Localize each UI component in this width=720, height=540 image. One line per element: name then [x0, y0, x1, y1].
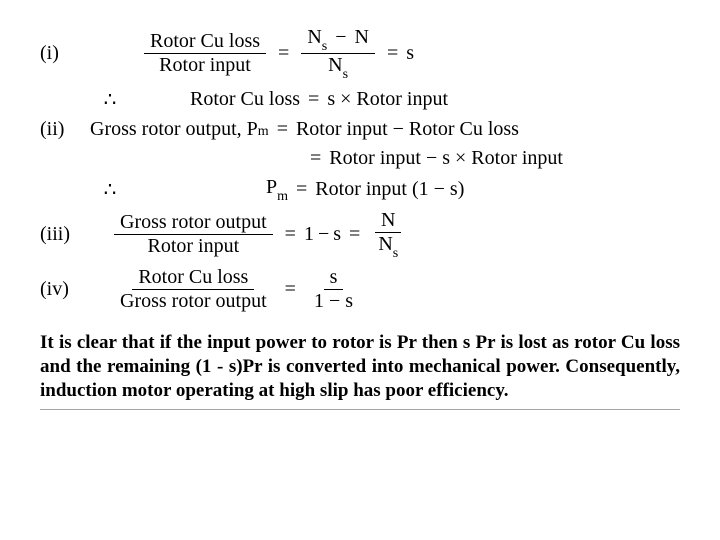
Pm: Pm: [266, 176, 288, 203]
eq-ii-line3: ∴ Pm = Rotor input (1 − s): [40, 176, 680, 203]
Ns: Ns: [307, 26, 327, 48]
den: Ns: [322, 54, 354, 81]
s: s: [406, 42, 414, 65]
explanation-paragraph: It is clear that if the input power to r…: [40, 331, 680, 402]
eq-ii-result: Pm = Rotor input (1 − s): [266, 176, 464, 203]
eq-ii-cont: = Rotor input − s × Rotor input: [302, 147, 563, 170]
label-iii: (iii): [40, 223, 90, 246]
therefore-symbol: ∴: [90, 177, 130, 202]
frac-gross-over-input: Gross rotor output Rotor input: [114, 211, 273, 258]
eq-iv: (iv) Rotor Cu loss Gross rotor output = …: [40, 266, 680, 313]
equals: =: [278, 42, 289, 65]
frac-nsmn-over-ns: Ns − N Ns: [301, 26, 375, 81]
eq-i-line2: ∴ Rotor Cu loss = s × Rotor input: [40, 87, 680, 112]
eq-iii-body: Gross rotor output Rotor input = 1 − s =…: [110, 209, 408, 260]
eq-iii: (iii) Gross rotor output Rotor input = 1…: [40, 209, 680, 260]
label-i: (i): [40, 42, 90, 65]
frac-n-over-ns: N Ns: [372, 209, 404, 260]
N: N: [355, 26, 369, 48]
den: Rotor input: [153, 54, 257, 77]
eq-i-body: Rotor Cu loss Rotor input = Ns − N Ns = …: [140, 26, 414, 81]
frac-s-over-1ms: s 1 − s: [308, 266, 359, 313]
therefore-symbol: ∴: [90, 87, 130, 112]
eq-i-line1: (i) Rotor Cu loss Rotor input = Ns − N N…: [40, 26, 680, 81]
num: Rotor Cu loss: [144, 30, 266, 54]
label-iv: (iv): [40, 278, 90, 301]
equations-page: (i) Rotor Cu loss Rotor input = Ns − N N…: [0, 0, 720, 430]
eq-i-result: Rotor Cu loss = s × Rotor input: [190, 88, 448, 111]
equals: =: [387, 42, 398, 65]
label-ii: (ii): [40, 118, 90, 141]
bottom-rule: [40, 409, 680, 410]
frac-cu-over-gross: Rotor Cu loss Gross rotor output: [114, 266, 273, 313]
eq-ii-line1: (ii) Gross rotor output, Pm = Rotor inpu…: [40, 118, 680, 141]
frac-cu-over-input: Rotor Cu loss Rotor input: [144, 30, 266, 77]
eq-iv-body: Rotor Cu loss Gross rotor output = s 1 −…: [110, 266, 363, 313]
eq-ii-line2: = Rotor input − s × Rotor input: [40, 147, 680, 170]
num: Ns − N: [301, 26, 375, 54]
eq-ii-body: Gross rotor output, Pm = Rotor input − R…: [90, 118, 519, 141]
